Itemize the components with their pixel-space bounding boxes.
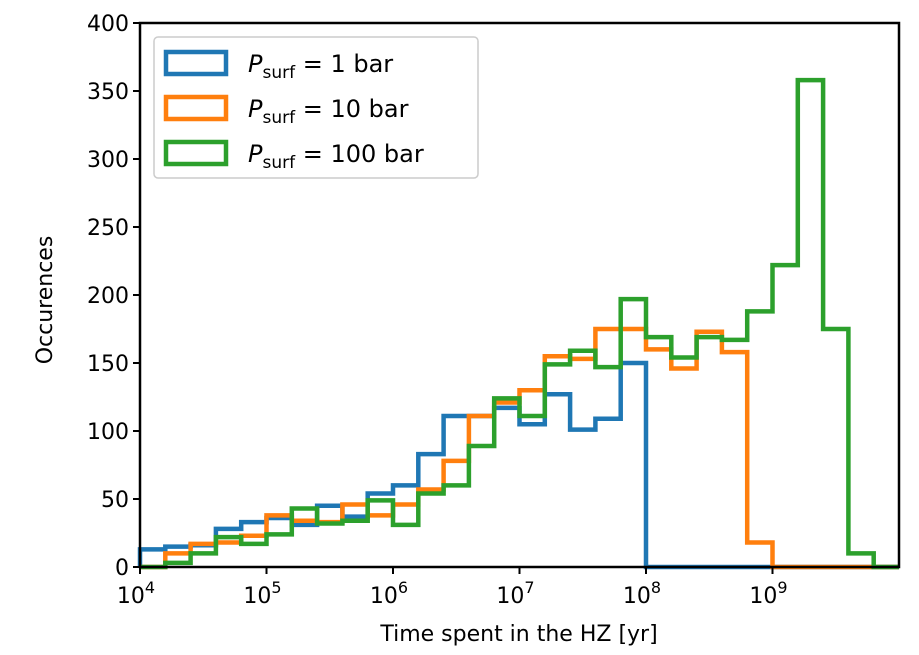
y-tick-label: 50 <box>101 488 129 513</box>
x-tick-label: 106 <box>370 578 408 609</box>
series-1-step-line <box>140 326 899 570</box>
x-axis-label: Time spent in the HZ [yr] <box>379 622 657 647</box>
x-tick-label: 105 <box>243 578 281 609</box>
x-axis: 104 105 106 107 108 109 <box>117 567 788 609</box>
x-tick-label: 104 <box>117 578 155 609</box>
x-tick-label: 108 <box>623 578 661 609</box>
y-tick-label: 200 <box>87 284 129 309</box>
y-tick-label: 0 <box>115 556 129 581</box>
series-2-step-line <box>140 77 899 570</box>
legend-swatch-1 <box>163 94 229 122</box>
legend-label-2: Psurf = 100 bar <box>248 140 424 173</box>
legend-box <box>153 36 479 179</box>
y-tick-label: 350 <box>87 80 129 105</box>
y-tick-label: 400 <box>87 12 129 37</box>
y-tick-label: 300 <box>87 148 129 173</box>
x-tick-label: 107 <box>496 578 534 609</box>
y-tick-label: 150 <box>87 352 129 377</box>
y-axis: 0 50 100 150 200 250 300 350 400 <box>87 12 140 581</box>
y-axis-label: Occurences <box>33 236 58 365</box>
legend-swatch-0 <box>163 49 229 77</box>
legend-label-1: Psurf = 10 bar <box>248 95 409 128</box>
y-tick-label: 250 <box>87 216 129 241</box>
legend-swatch-2 <box>163 139 229 167</box>
legend: Psurf = 1 bar Psurf = 10 bar Psurf = 100 b… <box>153 36 479 179</box>
x-tick-label: 109 <box>749 578 787 609</box>
y-tick-label: 100 <box>87 420 129 445</box>
legend-label-0: Psurf = 1 bar <box>248 50 393 83</box>
